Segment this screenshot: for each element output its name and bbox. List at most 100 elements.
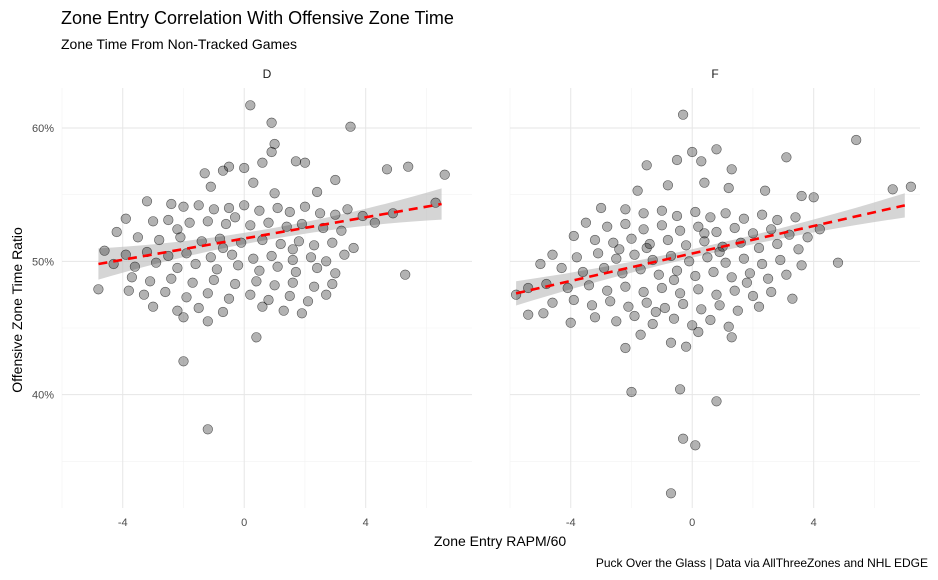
data-point — [132, 232, 143, 243]
data-point — [202, 424, 213, 435]
data-point — [684, 256, 695, 267]
data-point — [592, 248, 604, 259]
data-point — [583, 280, 595, 291]
data-point — [756, 209, 768, 220]
data-point — [535, 258, 546, 270]
chart-subtitle: Zone Time From Non-Tracked Games — [61, 36, 297, 52]
data-point — [705, 212, 716, 223]
data-point — [345, 121, 356, 132]
data-point — [257, 301, 268, 312]
data-point — [623, 301, 634, 312]
data-point — [126, 272, 137, 283]
data-point — [309, 240, 320, 251]
data-point — [641, 160, 652, 171]
data-point — [568, 294, 579, 306]
data-point — [647, 318, 658, 330]
data-point — [726, 164, 737, 175]
data-point — [299, 201, 311, 212]
data-point — [430, 197, 441, 208]
data-point — [254, 265, 265, 276]
data-point — [208, 274, 219, 286]
data-point — [148, 216, 159, 227]
data-point — [659, 302, 671, 314]
data-point — [772, 238, 783, 250]
data-point — [290, 266, 302, 278]
data-point — [705, 314, 716, 326]
data-point — [251, 332, 262, 343]
data-point — [202, 288, 213, 299]
data-point — [814, 224, 825, 235]
data-point — [602, 221, 613, 232]
data-point — [738, 253, 750, 264]
data-point — [620, 281, 631, 292]
data-point — [671, 265, 683, 276]
data-point — [339, 249, 350, 260]
data-point — [665, 337, 677, 348]
data-point — [287, 254, 298, 266]
data-point — [662, 180, 674, 191]
data-point — [629, 310, 640, 322]
data-point — [696, 304, 707, 315]
data-point — [275, 238, 286, 250]
data-point — [796, 190, 807, 202]
data-point — [753, 301, 765, 312]
data-point — [166, 198, 177, 210]
data-point — [321, 256, 332, 267]
data-point — [111, 226, 122, 238]
data-point — [199, 168, 210, 179]
data-point — [348, 242, 359, 254]
data-point — [547, 249, 558, 260]
data-point — [369, 217, 380, 228]
data-point — [217, 242, 229, 254]
data-point — [690, 206, 701, 218]
data-point — [245, 220, 256, 231]
data-point — [674, 288, 686, 299]
data-point — [790, 212, 801, 223]
data-point — [220, 218, 232, 230]
data-point — [439, 169, 450, 180]
data-point — [175, 232, 186, 243]
data-point — [296, 218, 308, 230]
data-point — [775, 254, 786, 266]
data-point — [595, 202, 607, 214]
data-point — [693, 221, 704, 232]
data-point — [284, 290, 295, 302]
data-point — [668, 274, 680, 286]
data-point — [699, 236, 710, 247]
data-point — [629, 249, 640, 260]
data-point — [538, 308, 549, 319]
data-point — [671, 154, 683, 166]
data-point — [266, 146, 277, 158]
data-point — [296, 308, 308, 319]
x-tick-label: 0 — [241, 517, 247, 529]
data-point — [257, 157, 268, 168]
data-point — [772, 214, 783, 226]
data-point — [580, 217, 592, 228]
facet-panel-f: F -4 0 4 — [509, 67, 920, 529]
data-point — [577, 266, 589, 278]
data-point — [230, 278, 241, 290]
data-point — [151, 257, 162, 268]
data-point — [723, 321, 734, 332]
data-point — [202, 316, 213, 327]
x-tick-label: -4 — [566, 517, 576, 529]
data-point — [711, 226, 722, 238]
chart-title: Zone Entry Correlation With Offensive Zo… — [61, 8, 454, 28]
data-point — [178, 356, 189, 367]
data-point — [756, 258, 768, 270]
data-point — [726, 332, 737, 343]
data-point — [290, 156, 302, 167]
data-point — [123, 285, 134, 296]
data-point — [287, 244, 298, 255]
data-point — [263, 217, 274, 228]
data-point — [674, 384, 686, 395]
data-point — [693, 284, 704, 295]
data-point — [330, 209, 341, 220]
trend-line — [515, 204, 906, 295]
data-point — [887, 184, 898, 195]
data-point — [626, 233, 637, 244]
data-point — [202, 216, 213, 227]
data-point — [668, 313, 680, 324]
data-point — [266, 117, 277, 128]
data-point — [677, 433, 689, 444]
